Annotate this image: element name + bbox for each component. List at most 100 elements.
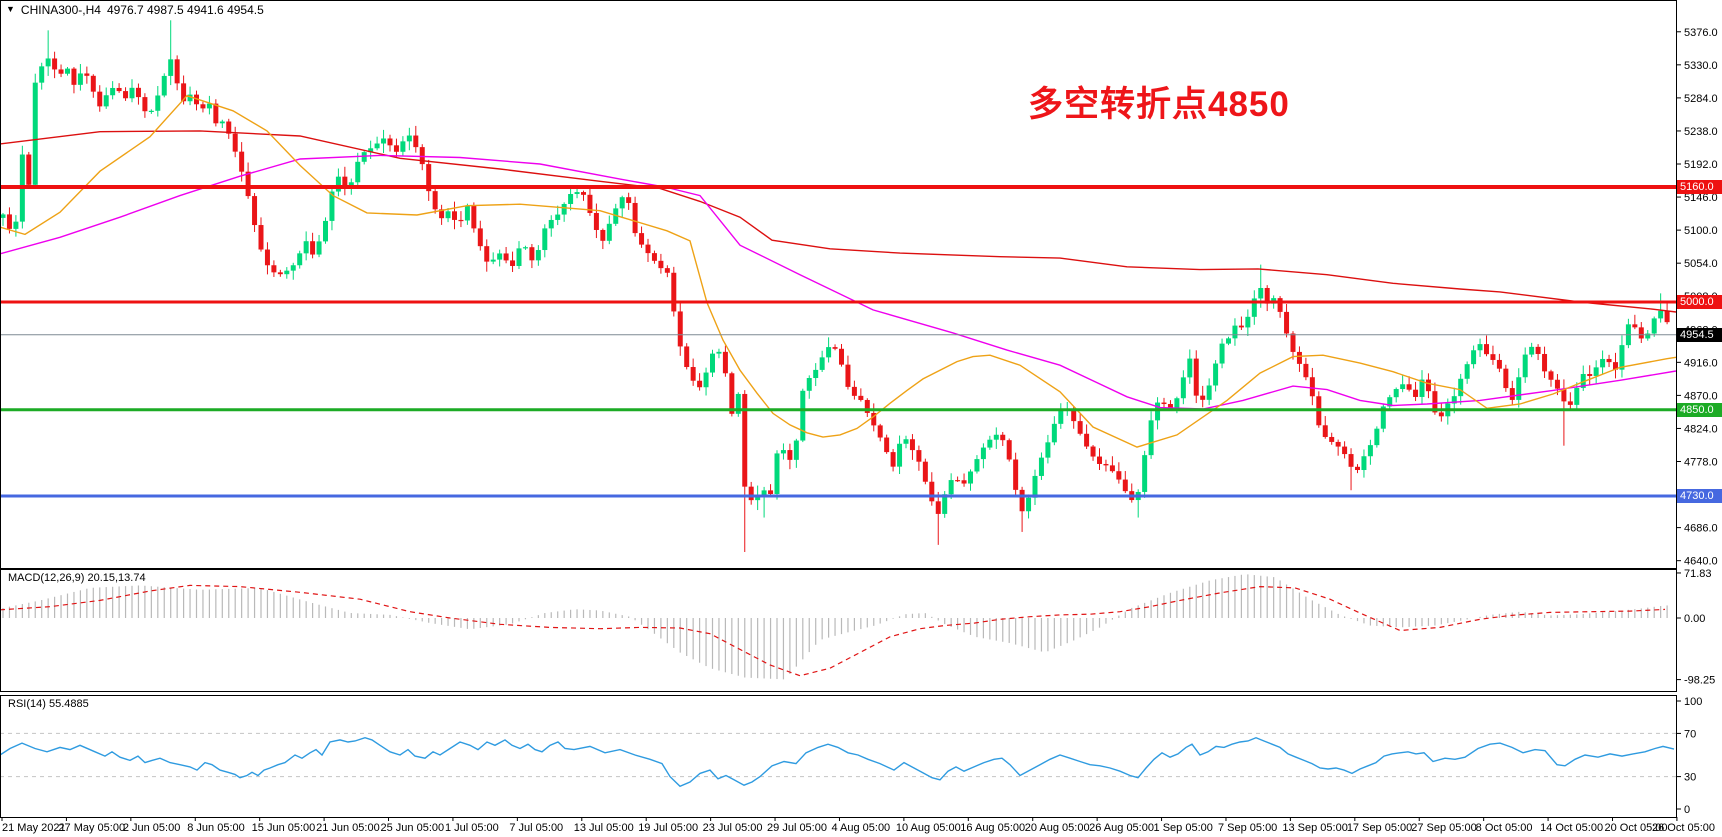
candle-bearish <box>722 351 728 374</box>
candle-bullish <box>948 480 954 495</box>
candle-bullish <box>1032 475 1038 498</box>
candle-bearish <box>1484 344 1489 355</box>
candle-bearish <box>871 412 877 426</box>
candle-bearish <box>135 87 141 98</box>
candle-bullish <box>1213 363 1219 386</box>
candle-bearish <box>1097 456 1102 464</box>
candle-bullish <box>1142 455 1148 492</box>
candle-bullish <box>542 228 548 251</box>
x-axis-date-label: 13 Jul 05:00 <box>574 822 634 834</box>
candle-bearish <box>1309 377 1315 397</box>
current-price-badge: 4954.5 <box>1677 328 1722 342</box>
candle-bullish <box>110 87 116 96</box>
candle-bearish <box>929 481 935 502</box>
symbol-name: CHINA300-,H4 <box>20 3 101 17</box>
candle-bullish <box>1477 344 1483 351</box>
candle-bullish <box>103 95 109 107</box>
candle-bearish <box>1116 471 1122 480</box>
candle-bullish <box>897 443 903 467</box>
candle-bearish <box>877 425 883 438</box>
x-axis-date-label: 20 Aug 05:00 <box>1025 822 1090 834</box>
candle-bearish <box>935 501 941 514</box>
y-axis-tick-label: 5330.0 <box>1684 60 1718 72</box>
y-axis-tick-label: 4916.0 <box>1684 357 1718 369</box>
candle-bearish <box>1193 358 1199 396</box>
x-axis-date-label: 14 Oct 05:00 <box>1540 822 1603 834</box>
candle-bearish <box>432 191 438 210</box>
y-axis-tick-label: 4778.0 <box>1684 457 1718 469</box>
candle-bearish <box>677 311 683 347</box>
x-axis-date-label: 8 Oct 05:00 <box>1476 822 1533 834</box>
candle-bearish <box>1006 440 1012 460</box>
candle-bearish <box>503 253 509 261</box>
candle-bearish <box>1019 489 1025 512</box>
candle-bullish <box>780 450 786 454</box>
candle-bearish <box>439 209 445 219</box>
candle-bearish <box>245 171 251 197</box>
candle-bearish <box>52 58 58 70</box>
candle-bullish <box>568 194 574 204</box>
macd-axis-label: -98.25 <box>1684 675 1715 687</box>
candle-bearish <box>413 135 419 148</box>
rsi-panel-area[interactable] <box>0 732 1676 788</box>
candle-bearish <box>26 154 32 185</box>
candle-bullish <box>826 347 832 358</box>
candle-bearish <box>1438 412 1444 417</box>
y-axis-tick-label: 4640.0 <box>1684 556 1718 568</box>
y-axis-tick-label: 4824.0 <box>1684 423 1718 435</box>
candle-bearish <box>955 480 961 482</box>
x-axis-date-label: 8 Jun 05:00 <box>187 822 245 834</box>
x-axis-date-label: 16 Aug 05:00 <box>960 822 1025 834</box>
candle-bearish <box>529 247 535 261</box>
candle-bearish <box>452 211 457 220</box>
candle-bullish <box>819 357 825 370</box>
candle-bullish <box>1645 333 1651 339</box>
candle-bullish <box>574 192 580 195</box>
candle-bearish <box>97 91 103 107</box>
x-axis-date-label: 21 May 2021 <box>2 822 66 834</box>
candle-bearish <box>851 386 857 396</box>
candle-bearish <box>639 233 645 245</box>
candle-bullish <box>1058 410 1064 424</box>
candle-bullish <box>1232 325 1238 339</box>
candle-bearish <box>1613 362 1618 370</box>
candle-bearish <box>1161 402 1167 405</box>
candle-bullish <box>1038 457 1044 476</box>
candle-bearish <box>787 450 793 460</box>
chart-annotation-text: 多空转折点4850 <box>1028 85 1290 124</box>
candle-bullish <box>497 253 503 260</box>
candle-bearish <box>123 91 129 99</box>
candle-bearish <box>510 260 516 266</box>
y-axis-tick-label: 5284.0 <box>1684 93 1718 105</box>
candle-bullish <box>710 353 715 373</box>
macd-axis-label: 71.83 <box>1684 568 1712 580</box>
candle-bearish <box>142 97 148 112</box>
candle-bearish <box>600 229 606 241</box>
candle-bullish <box>1219 343 1225 364</box>
candle-bullish <box>155 95 161 111</box>
candle-bearish <box>645 244 651 254</box>
main-chart-area[interactable] <box>0 20 1677 553</box>
candle-bullish <box>1393 389 1399 398</box>
candle-bearish <box>748 486 754 501</box>
x-axis-date-label: 20 Oct 05:00 <box>1605 822 1668 834</box>
candle-bullish <box>1458 378 1464 397</box>
macd-panel-area[interactable] <box>0 574 1668 680</box>
candle-bearish <box>1542 353 1548 372</box>
date-axis[interactable] <box>1 817 1678 821</box>
candle-bullish <box>1593 367 1599 376</box>
x-axis-date-label: 17 Sep 05:00 <box>1347 822 1412 834</box>
x-axis-date-label: 23 Jul 05:00 <box>703 822 763 834</box>
candle-bullish <box>1367 445 1373 457</box>
candle-bullish <box>39 66 45 83</box>
candle-bullish <box>606 223 612 241</box>
y-axis-tick-label: 5054.0 <box>1684 258 1718 270</box>
candle-bullish <box>1574 387 1580 405</box>
candle-bearish <box>213 103 219 124</box>
x-axis-date-label: 1 Sep 05:00 <box>1154 822 1213 834</box>
candle-bearish <box>1567 401 1573 405</box>
candle-bullish <box>1600 358 1606 368</box>
ma-fast-orange-line <box>0 94 1677 448</box>
candle-bearish <box>858 395 864 400</box>
